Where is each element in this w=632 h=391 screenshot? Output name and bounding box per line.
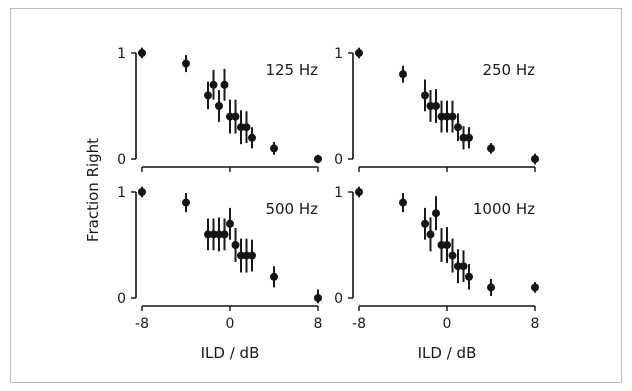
panel-label: 1000 Hz [473,200,535,218]
data-point [421,91,429,100]
data-point [448,251,457,260]
panel-label: 500 Hz [265,200,318,218]
data-point [355,49,363,57]
data-point [443,241,451,249]
data-point [226,219,234,228]
data-point [399,70,407,79]
data-point [314,155,322,163]
data-point [459,133,468,142]
x-tick-label: -8 [135,316,149,332]
x-tick-label: 8 [314,316,323,332]
y-tick-label: 0 [117,291,126,307]
data-point [209,230,218,239]
data-point [432,102,440,110]
y-tick-label: 0 [117,152,126,168]
data-point [220,230,229,239]
data-point [226,112,234,121]
panel-label: 250 Hz [482,61,535,79]
data-point [454,123,462,132]
data-point [138,188,146,196]
x-axis-title: ILD / dB [418,344,477,362]
x-tick-label: 0 [443,316,452,332]
y-axis-title: Fraction Right [84,138,102,242]
x-axis-title: ILD / dB [201,344,260,362]
y-tick-label: 1 [117,185,126,201]
data-point [448,112,457,121]
y-tick-label: 0 [334,152,343,168]
data-point [437,112,446,121]
data-point [465,272,473,281]
y-tick-label: 0 [334,291,343,307]
data-point [531,283,539,292]
data-point [531,155,539,163]
data-point [248,251,256,260]
data-point [437,241,446,249]
data-point [443,112,451,121]
data-point [204,91,212,100]
x-tick-label: 8 [531,316,540,332]
x-tick-label: 0 [226,316,235,332]
data-point [242,123,251,132]
data-point [231,112,240,121]
data-point [426,230,435,239]
data-point [465,133,473,142]
data-point [459,262,468,271]
data-point [270,272,278,281]
data-point [270,144,278,153]
data-point [204,230,212,239]
y-tick-label: 1 [117,46,126,62]
data-point [355,188,363,196]
data-point [454,262,462,271]
data-point [215,102,223,110]
data-point [220,80,229,89]
data-point [231,241,240,249]
data-point [242,251,251,260]
y-tick-label: 1 [334,185,343,201]
data-point [182,198,190,207]
data-point [399,198,407,207]
figure-frame [10,8,622,383]
data-point [237,123,245,132]
data-point [426,102,435,110]
data-point [487,144,495,153]
panel-label: 125 Hz [265,61,318,79]
data-point [487,283,495,292]
x-tick-label: -8 [352,316,366,332]
data-point [209,80,218,89]
data-point [432,209,440,218]
data-point [237,251,245,260]
data-point [421,219,429,228]
y-tick-label: 1 [334,46,343,62]
data-point [138,49,146,57]
data-point [314,294,322,302]
data-point [182,59,190,68]
data-point [215,230,223,239]
data-point [248,133,256,142]
